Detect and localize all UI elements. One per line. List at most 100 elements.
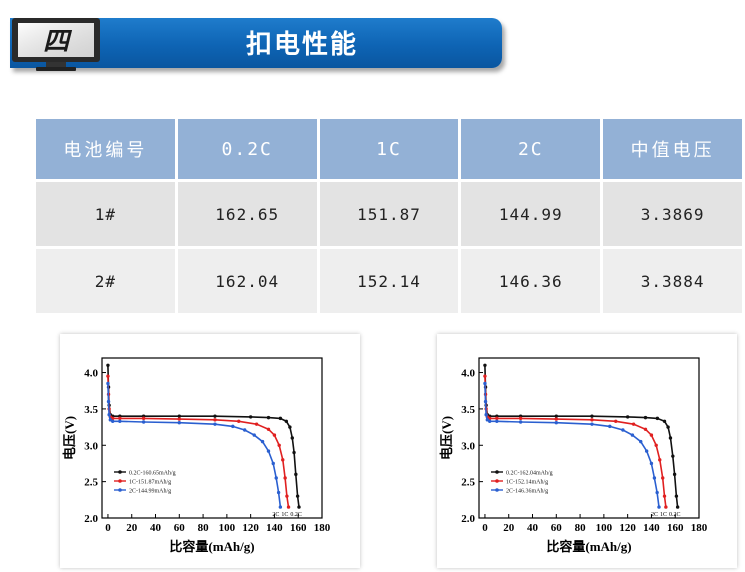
data-point — [668, 436, 673, 440]
data-point — [286, 505, 291, 509]
data-point — [590, 414, 594, 418]
data-point — [495, 416, 499, 421]
y-tick-label: 4.0 — [461, 368, 475, 380]
legend-entry: 1C-151.87mAh/g — [129, 480, 171, 486]
legend-marker — [118, 479, 122, 483]
data-point — [292, 450, 296, 455]
x-tick-label: 140 — [643, 522, 660, 534]
series-line-0 — [484, 365, 679, 508]
data-point — [277, 443, 281, 447]
discharge-chart-2-svg: 0 20 40 60 80 100 120 140 160 180 2.0 2.5 3.0 3.5 4.0 比… — [439, 357, 708, 554]
data-point — [177, 414, 181, 418]
table-cell: 3.3869 — [603, 179, 742, 246]
data-point — [483, 374, 487, 378]
y-tick-label: 3.5 — [461, 404, 475, 416]
x-tick-label: 60 — [551, 522, 563, 534]
table-cell: 162.65 — [177, 179, 317, 246]
data-point — [284, 419, 289, 423]
data-point — [674, 494, 679, 498]
data-point — [671, 454, 675, 458]
table-cell: 2# — [36, 246, 175, 313]
table-cell: 162.04 — [177, 246, 317, 313]
plot-area — [478, 357, 700, 519]
data-point — [278, 505, 283, 509]
legend-marker — [495, 488, 499, 492]
table-cell: 146.36 — [461, 246, 601, 313]
legend-entry: 0.2C-162.04mAh/g — [506, 471, 553, 477]
data-point — [271, 461, 275, 466]
x-axis-label: 比容量(mAh/g) — [546, 539, 631, 554]
discharge-chart-1-svg: 0 20 40 60 80 100 120 140 160 180 2.0 2.5 3.0 3.5 4.0 比… — [62, 357, 331, 554]
x-tick-label: 80 — [575, 522, 587, 534]
data-point — [631, 422, 636, 426]
data-point — [661, 476, 665, 480]
x-tick-label: 100 — [219, 522, 236, 534]
legend-marker — [118, 470, 122, 474]
x-tick-label: 180 — [691, 522, 708, 534]
data-point — [295, 494, 300, 498]
data-point — [213, 422, 217, 426]
x-tick-label: 120 — [619, 522, 636, 534]
x-tick-label: 100 — [596, 522, 613, 534]
data-point — [106, 399, 111, 404]
data-point — [118, 416, 122, 421]
column-header-1c: 1C — [319, 119, 459, 179]
discharge-chart-1: 0 20 40 60 80 100 120 140 160 180 2.0 2.5 3.0 3.5 4.0 比… — [60, 334, 360, 568]
data-point — [111, 419, 115, 423]
x-tick-label: 40 — [527, 522, 539, 534]
y-axis-label: 电压(V) — [439, 416, 454, 460]
legend-entry: 0.2C-160.65mAh/g — [129, 471, 176, 477]
legend-entry: 2C-144.99mAh/g — [129, 489, 171, 495]
series-line-1 — [484, 376, 667, 508]
data-point — [590, 418, 594, 422]
x-axis-label: 比容量(mAh/g) — [169, 539, 254, 554]
data-point — [278, 416, 283, 421]
column-header-0-2c: 0.2C — [177, 119, 317, 179]
data-point — [625, 415, 630, 419]
data-point — [662, 494, 667, 498]
data-point — [213, 414, 217, 418]
data-point — [283, 476, 287, 480]
data-point — [231, 424, 235, 429]
data-point — [254, 422, 259, 426]
data-point — [483, 381, 487, 386]
legend-entry: 1C-152.14mAh/g — [506, 480, 548, 486]
data-point — [666, 425, 670, 429]
y-tick-label: 2.0 — [461, 513, 475, 525]
data-point — [621, 428, 625, 432]
y-tick-label: 3.0 — [84, 440, 98, 452]
data-point — [655, 490, 659, 495]
data-point — [614, 419, 618, 423]
discharge-chart-2: 0 20 40 60 80 100 120 140 160 180 2.0 2.5 3.0 3.5 4.0 比… — [437, 334, 737, 568]
y-tick-label: 2.5 — [84, 477, 98, 489]
data-point — [483, 363, 487, 367]
data-point — [177, 417, 181, 421]
x-tick-label: 0 — [482, 522, 488, 534]
legend-marker — [495, 470, 499, 474]
table-row: 1# 162.65 151.87 144.99 3.3869 — [36, 179, 742, 246]
data-point — [488, 419, 492, 423]
data-point — [285, 494, 289, 498]
data-point — [281, 458, 285, 462]
x-tick-label: 160 — [667, 522, 684, 534]
data-point — [252, 433, 256, 437]
legend-marker — [118, 488, 122, 492]
end-label: 2C — [272, 512, 279, 518]
end-label: 1C — [660, 512, 667, 518]
y-tick-label: 3.5 — [84, 404, 98, 416]
data-point — [643, 415, 648, 420]
x-tick-label: 80 — [198, 522, 210, 534]
table-header-row: 电池编号 0.2C 1C 2C 中值电压 — [36, 119, 742, 179]
data-point — [260, 439, 265, 444]
data-point — [554, 421, 558, 425]
data-point — [664, 505, 668, 509]
data-point — [294, 472, 298, 477]
monitor-icon: 四 — [12, 18, 100, 71]
x-tick-label: 20 — [503, 522, 515, 534]
y-tick-label: 2.5 — [461, 477, 475, 489]
data-point — [654, 443, 658, 447]
column-header-median-voltage: 中值电压 — [603, 119, 742, 179]
data-point — [272, 433, 277, 437]
x-tick-label: 140 — [266, 522, 283, 534]
data-point — [274, 476, 278, 480]
